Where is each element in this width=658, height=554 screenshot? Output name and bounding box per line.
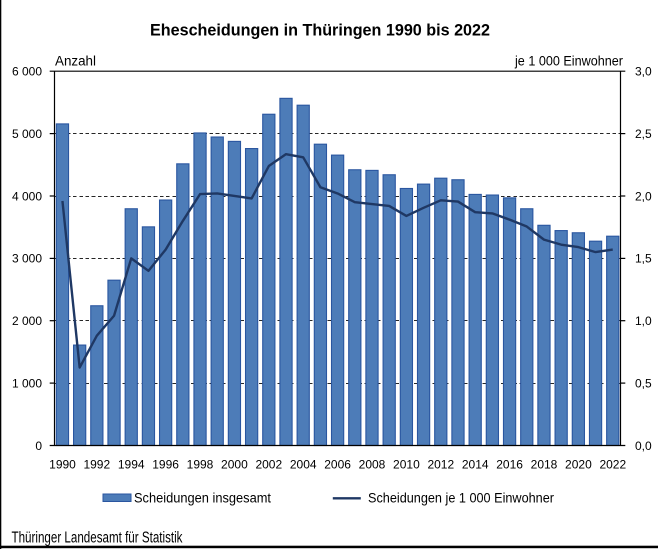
- svg-text:1992: 1992: [83, 458, 110, 472]
- svg-text:0,0: 0,0: [635, 439, 652, 453]
- svg-text:2004: 2004: [290, 458, 317, 472]
- svg-text:0,5: 0,5: [635, 376, 652, 390]
- svg-text:1,5: 1,5: [635, 252, 652, 266]
- svg-text:2000: 2000: [221, 458, 248, 472]
- svg-text:2,0: 2,0: [635, 189, 652, 203]
- svg-text:2008: 2008: [359, 458, 386, 472]
- svg-text:Scheidungen insgesamt: Scheidungen insgesamt: [134, 491, 271, 506]
- svg-text:2002: 2002: [255, 458, 282, 472]
- svg-text:0: 0: [35, 439, 42, 453]
- svg-text:6 000: 6 000: [12, 65, 42, 79]
- svg-text:3,0: 3,0: [635, 65, 652, 79]
- svg-text:1996: 1996: [152, 458, 179, 472]
- svg-text:2016: 2016: [496, 458, 523, 472]
- svg-text:Thüringer Landesamt für Statis: Thüringer Landesamt für Statistik: [12, 529, 183, 546]
- svg-text:2 000: 2 000: [12, 314, 42, 328]
- svg-text:2010: 2010: [393, 458, 420, 472]
- svg-text:je 1 000 Einwohner: je 1 000 Einwohner: [514, 54, 623, 69]
- svg-text:4 000: 4 000: [12, 189, 42, 203]
- svg-text:2,5: 2,5: [635, 127, 652, 141]
- svg-text:2006: 2006: [324, 458, 351, 472]
- svg-text:1994: 1994: [118, 458, 145, 472]
- svg-text:5 000: 5 000: [12, 127, 42, 141]
- svg-text:2020: 2020: [565, 458, 592, 472]
- svg-text:Anzahl: Anzahl: [55, 54, 96, 69]
- svg-text:Ehescheidungen in Thüringen 19: Ehescheidungen in Thüringen 1990 bis 202…: [150, 21, 490, 40]
- svg-text:Scheidungen je 1 000 Einwohner: Scheidungen je 1 000 Einwohner: [368, 491, 554, 506]
- svg-text:1998: 1998: [187, 458, 214, 472]
- svg-text:2018: 2018: [531, 458, 558, 472]
- svg-text:2012: 2012: [427, 458, 454, 472]
- svg-text:1,0: 1,0: [635, 314, 652, 328]
- svg-text:1 000: 1 000: [12, 376, 42, 390]
- svg-text:2014: 2014: [462, 458, 489, 472]
- svg-text:2022: 2022: [599, 458, 626, 472]
- svg-text:3 000: 3 000: [12, 252, 42, 266]
- svg-text:1990: 1990: [49, 458, 76, 472]
